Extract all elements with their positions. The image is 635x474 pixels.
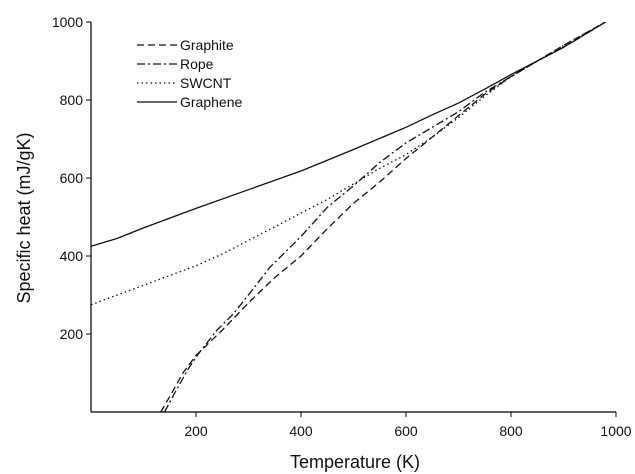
series-line-rope xyxy=(163,22,606,412)
x-tick-label: 600 xyxy=(394,423,418,439)
y-tick-label: 400 xyxy=(60,248,84,264)
legend-label-graphite: Graphite xyxy=(180,37,234,53)
legend-label-graphene: Graphene xyxy=(180,94,242,110)
x-tick-label: 1000 xyxy=(600,423,631,439)
legend: Graphite Rope SWCNT Graphene xyxy=(137,37,242,110)
x-tick-label: 400 xyxy=(289,423,313,439)
x-tick-label: 800 xyxy=(499,423,523,439)
legend-label-rope: Rope xyxy=(180,56,214,72)
plot-area xyxy=(91,22,606,412)
series-line-graphite xyxy=(160,22,606,412)
y-axis-label: Specific heat (mJ/gK) xyxy=(14,132,34,303)
y-tick-label: 200 xyxy=(60,326,84,342)
y-tick-label: 1000 xyxy=(52,14,83,30)
series-line-swcnt xyxy=(91,22,606,306)
y-tick-label: 800 xyxy=(60,92,84,108)
x-tick-label: 200 xyxy=(184,423,208,439)
x-axis-label: Temperature (K) xyxy=(290,452,420,472)
series-line-graphene xyxy=(91,22,606,247)
y-tick-label: 600 xyxy=(60,170,84,186)
legend-label-swcnt: SWCNT xyxy=(180,75,232,91)
axes: 200 400 600 800 1000 200 400 600 800 1000 xyxy=(52,14,632,439)
